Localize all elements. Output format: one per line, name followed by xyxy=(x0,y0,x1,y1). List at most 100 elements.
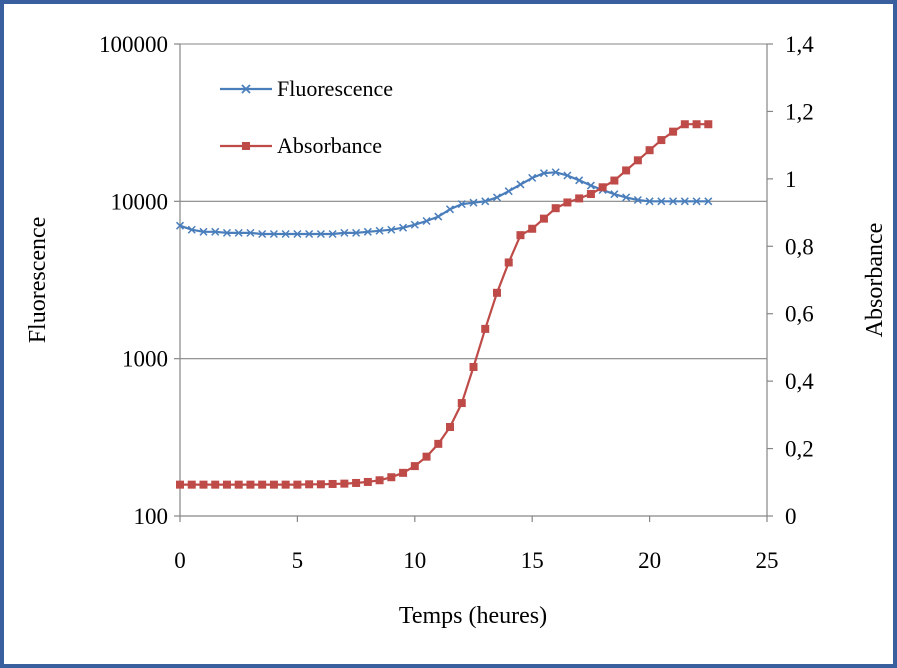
point-absorbance xyxy=(504,258,513,267)
right-tick-label: 1 xyxy=(785,167,797,192)
legend: Fluorescence Absorbance xyxy=(220,76,393,158)
point-absorbance xyxy=(645,146,654,155)
point-fluorescence xyxy=(528,173,537,182)
point-absorbance xyxy=(657,136,666,145)
point-fluorescence xyxy=(410,220,419,229)
point-fluorescence xyxy=(387,225,396,234)
point-absorbance xyxy=(563,198,572,207)
point-absorbance xyxy=(328,479,337,488)
point-fluorescence xyxy=(504,187,513,196)
point-fluorescence xyxy=(551,168,560,177)
x-tick-label: 5 xyxy=(292,548,304,573)
point-fluorescence xyxy=(586,181,595,190)
point-absorbance xyxy=(340,479,349,488)
point-fluorescence xyxy=(305,229,314,239)
point-fluorescence xyxy=(199,227,208,236)
point-fluorescence xyxy=(445,205,455,214)
point-absorbance xyxy=(422,452,431,461)
point-fluorescence xyxy=(363,227,372,236)
legend-item-absorbance: Absorbance xyxy=(220,133,382,158)
point-absorbance xyxy=(399,468,408,477)
left-axis-title: Fluorescence xyxy=(25,217,51,344)
point-absorbance xyxy=(352,478,361,487)
point-absorbance xyxy=(539,214,548,223)
point-absorbance xyxy=(316,480,325,489)
point-fluorescence xyxy=(234,228,243,237)
legend-label-fluorescence: Fluorescence xyxy=(277,76,393,101)
point-absorbance xyxy=(469,362,478,371)
point-fluorescence xyxy=(657,197,666,206)
right-tick-label: 0 xyxy=(785,504,797,529)
right-tick-label: 0,6 xyxy=(785,302,814,327)
series-line-fluorescence xyxy=(179,171,709,236)
point-absorbance xyxy=(551,204,560,213)
x-tick-label: 20 xyxy=(638,548,661,573)
point-absorbance xyxy=(446,422,455,431)
point-absorbance xyxy=(680,120,689,129)
point-fluorescence xyxy=(293,229,302,239)
point-absorbance xyxy=(610,176,619,185)
series-lines xyxy=(179,123,709,486)
point-fluorescence xyxy=(281,229,290,239)
point-fluorescence xyxy=(680,197,689,206)
x-tick-label: 15 xyxy=(521,548,544,573)
point-fluorescence xyxy=(633,195,642,205)
right-tick-label: 1,2 xyxy=(785,99,814,124)
point-fluorescence xyxy=(352,228,361,237)
left-tick-label: 10000 xyxy=(111,189,169,214)
point-fluorescence xyxy=(222,228,231,237)
point-absorbance xyxy=(176,480,184,489)
axes xyxy=(179,44,768,517)
point-absorbance xyxy=(363,477,372,486)
point-absorbance xyxy=(293,480,302,489)
point-fluorescence xyxy=(669,197,678,206)
point-fluorescence xyxy=(316,229,325,239)
point-fluorescence xyxy=(492,193,502,202)
point-fluorescence xyxy=(246,228,255,237)
point-absorbance xyxy=(622,166,631,175)
point-fluorescence xyxy=(258,229,267,239)
point-absorbance xyxy=(305,480,314,489)
point-absorbance xyxy=(222,480,231,489)
point-fluorescence xyxy=(610,190,619,199)
point-absorbance xyxy=(692,120,701,129)
point-fluorescence xyxy=(187,225,196,234)
right-tick-label: 0,8 xyxy=(785,234,814,259)
right-axis-title: Absorbance xyxy=(862,223,888,338)
point-absorbance xyxy=(575,194,584,203)
point-absorbance xyxy=(281,480,290,489)
right-axis-ticks: 0 0,2 0,4 0,6 0,8 1 1,2 1,4 xyxy=(767,32,814,529)
point-absorbance xyxy=(598,183,607,192)
legend-marker-x-icon xyxy=(241,84,251,94)
point-absorbance xyxy=(633,156,642,165)
point-absorbance xyxy=(481,324,490,333)
point-fluorescence xyxy=(340,228,349,237)
point-fluorescence xyxy=(469,198,478,207)
point-absorbance xyxy=(528,224,537,233)
x-axis-ticks: 0 5 10 15 20 25 xyxy=(174,516,779,573)
point-fluorescence xyxy=(481,197,490,206)
point-fluorescence xyxy=(692,197,701,206)
point-absorbance xyxy=(434,439,443,448)
point-absorbance xyxy=(410,462,419,471)
point-fluorescence xyxy=(704,197,713,206)
x-tick-label: 10 xyxy=(403,548,426,573)
point-absorbance xyxy=(516,231,525,240)
point-absorbance xyxy=(375,476,384,485)
point-fluorescence xyxy=(645,197,654,206)
point-fluorescence xyxy=(399,223,408,232)
x-axis-title: Temps (heures) xyxy=(399,603,547,629)
point-fluorescence xyxy=(375,226,384,235)
point-fluorescence xyxy=(622,193,631,202)
right-tick-label: 1,4 xyxy=(785,32,814,57)
point-absorbance xyxy=(586,190,595,199)
point-fluorescence xyxy=(575,176,584,185)
point-absorbance xyxy=(199,480,208,489)
point-absorbance xyxy=(187,480,196,489)
point-fluorescence xyxy=(211,227,220,236)
point-absorbance xyxy=(246,480,255,489)
point-fluorescence xyxy=(539,169,548,178)
series-markers xyxy=(175,120,713,489)
